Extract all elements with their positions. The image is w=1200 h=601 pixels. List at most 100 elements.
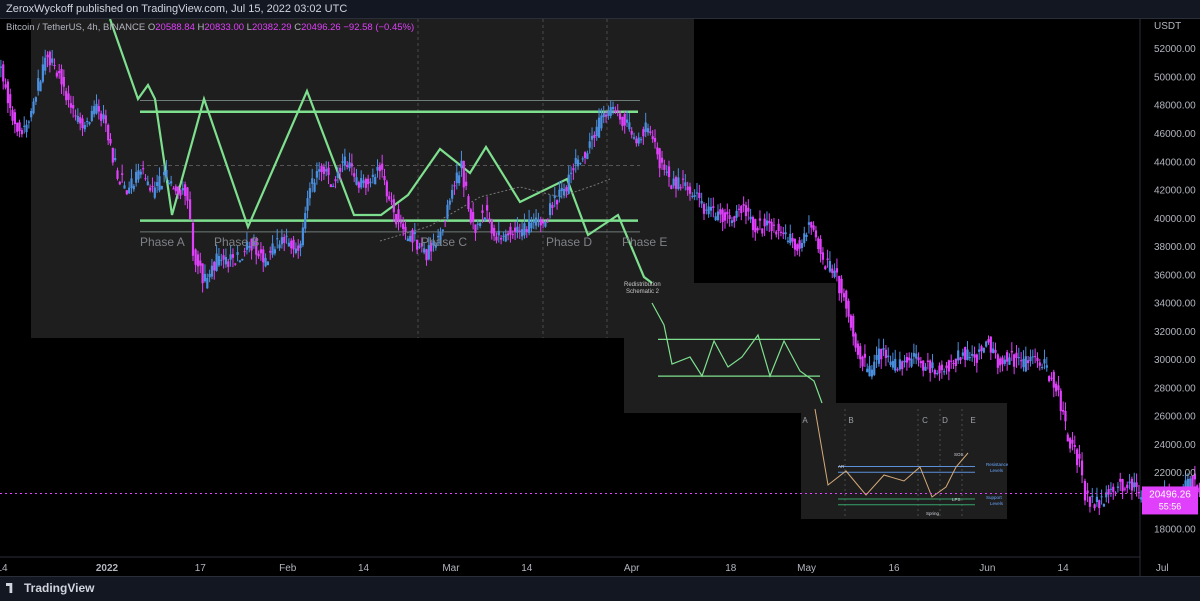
candle-body (987, 339, 990, 343)
candle-body (917, 357, 920, 361)
candle-body (1198, 487, 1200, 493)
candle-body (460, 160, 463, 168)
y-tick-label: 34000.00 (1154, 299, 1196, 310)
candle-body (656, 147, 659, 155)
candle-body (177, 186, 180, 194)
candle-body (1052, 371, 1055, 388)
candle-body (653, 138, 657, 142)
candle-body (1048, 376, 1051, 382)
candle-body (1015, 352, 1018, 359)
candle-body (532, 220, 535, 223)
candle-body (705, 209, 708, 211)
candle-body (791, 238, 794, 242)
candle-body (996, 354, 999, 368)
candle-body (1069, 438, 1072, 449)
candle-body (86, 120, 89, 123)
candle-body (1133, 482, 1136, 488)
candle-body (814, 230, 818, 238)
candle-body (537, 219, 540, 221)
candle-body (439, 231, 442, 245)
x-tick-label: Jul (1156, 563, 1169, 574)
candle-body (215, 253, 218, 271)
candle-body (276, 238, 279, 240)
candle-body (590, 135, 594, 140)
candle-body (971, 353, 974, 356)
candle-body (469, 209, 472, 223)
candle-body (444, 220, 447, 222)
y-tick-label: 46000.00 (1154, 129, 1196, 140)
candle-body (357, 182, 360, 188)
candle-body (1137, 492, 1141, 494)
candle-body (4, 84, 7, 88)
candle-body (721, 209, 724, 223)
candle-body (847, 300, 850, 317)
phase-box-3 (801, 403, 1007, 519)
candle-body (1059, 390, 1062, 412)
candle-body (467, 196, 470, 210)
candle-body (2, 64, 5, 82)
candle-body (691, 196, 694, 198)
candle-body (458, 175, 461, 184)
candle-body (243, 251, 246, 253)
candle-body (1140, 497, 1143, 500)
candle-body (807, 222, 811, 225)
x-tick-label: Mar (442, 563, 460, 574)
candle-body (25, 124, 28, 133)
candle-body (672, 178, 675, 186)
candle-body (130, 178, 133, 189)
candle-body (735, 210, 738, 218)
candle-body (399, 222, 402, 224)
candle-body (583, 152, 587, 158)
candle-body (128, 187, 131, 194)
schematic-label: Schematic 2 (626, 289, 660, 295)
candle-body (1121, 479, 1124, 492)
candle-body (79, 117, 82, 124)
phase3-label-2: B (848, 416, 853, 425)
candle-body (83, 125, 86, 130)
candle-body (315, 171, 318, 178)
y-tick-label: 44000.00 (1154, 157, 1196, 168)
candle-body (572, 168, 575, 171)
candle-body (835, 268, 839, 273)
candle-body (1045, 365, 1048, 368)
candle-body (23, 125, 26, 127)
candle-body (824, 266, 827, 270)
candle-body (555, 200, 559, 205)
candle-body (208, 273, 211, 278)
candle-body (437, 235, 440, 238)
candle-body (1031, 356, 1034, 358)
candle-body (376, 166, 379, 171)
candle-body (514, 227, 517, 232)
candle-body (852, 315, 855, 337)
candle-body (1095, 496, 1099, 502)
phase3-label-5: E (970, 416, 975, 425)
candle-body (493, 227, 496, 237)
candle-body (90, 110, 93, 121)
candle-body (919, 361, 922, 364)
candle-body (1130, 478, 1134, 491)
small-label-3: SOS (954, 452, 964, 457)
candle-body (388, 196, 391, 200)
candle-body (964, 347, 967, 360)
candle-body (826, 258, 829, 260)
candle-body (544, 222, 547, 227)
candle-body (821, 252, 825, 260)
candle-body (497, 230, 500, 236)
candle-body (280, 237, 283, 245)
candle-body (646, 128, 650, 133)
candle-body (929, 360, 932, 374)
candle-body (527, 219, 531, 233)
candle-body (915, 353, 918, 359)
candle-body (402, 223, 405, 229)
y-tick-label: 36000.00 (1154, 270, 1196, 281)
tradingview-logo[interactable]: TradingView (6, 581, 94, 595)
candle-body (0, 66, 2, 68)
candle-body (756, 228, 759, 231)
candle-body (432, 240, 435, 246)
candle-body (420, 242, 423, 247)
y-axis-unit: USDT (1154, 21, 1181, 32)
candle-body (558, 189, 561, 197)
candle-body (716, 211, 720, 221)
candle-body (565, 187, 568, 192)
